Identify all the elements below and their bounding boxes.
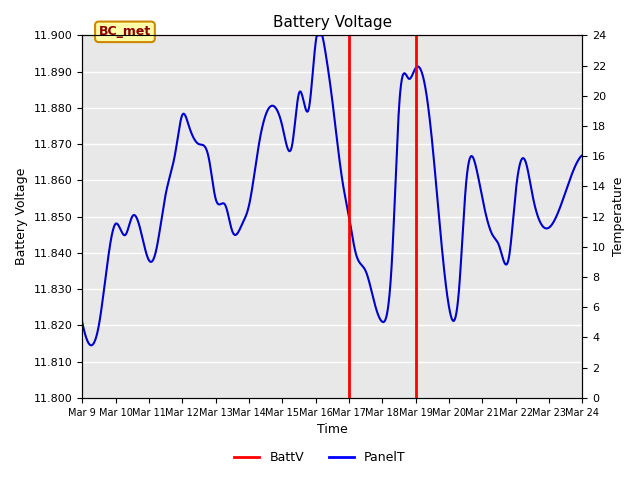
Y-axis label: Battery Voltage: Battery Voltage — [15, 168, 28, 265]
Title: Battery Voltage: Battery Voltage — [273, 15, 392, 30]
Y-axis label: Temperature: Temperature — [612, 177, 625, 256]
X-axis label: Time: Time — [317, 423, 348, 436]
Legend: BattV, PanelT: BattV, PanelT — [229, 446, 411, 469]
Text: BC_met: BC_met — [99, 25, 151, 38]
